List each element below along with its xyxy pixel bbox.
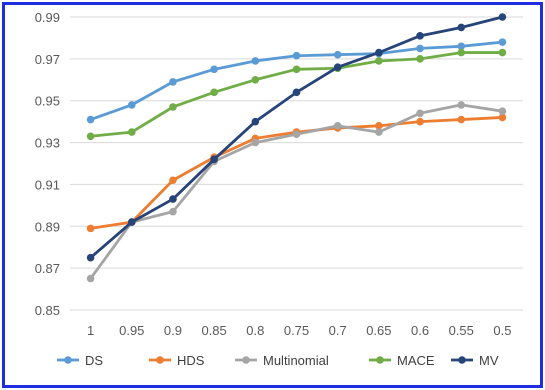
data-point bbox=[333, 122, 342, 130]
legend-label: MV bbox=[479, 353, 499, 368]
series-mace bbox=[86, 48, 507, 141]
x-tick-label: 0.6 bbox=[411, 323, 429, 338]
data-point bbox=[375, 48, 383, 57]
y-tick-label: 0.89 bbox=[35, 219, 60, 234]
legend-item-hds: HDS bbox=[149, 353, 205, 368]
legend-label: HDS bbox=[177, 353, 205, 368]
data-point bbox=[292, 88, 301, 97]
data-point bbox=[457, 48, 466, 57]
data-point bbox=[416, 117, 424, 126]
data-point bbox=[498, 13, 507, 21]
data-point bbox=[86, 224, 95, 233]
x-tick-label: 1 bbox=[87, 323, 94, 338]
y-tick-label: 0.93 bbox=[35, 136, 60, 151]
data-point bbox=[210, 88, 218, 97]
y-tick-label: 0.91 bbox=[35, 177, 60, 192]
data-point bbox=[416, 32, 424, 40]
data-point bbox=[169, 207, 177, 216]
data-point bbox=[169, 195, 177, 203]
series-mv bbox=[86, 13, 507, 262]
data-point bbox=[457, 42, 466, 51]
data-point bbox=[498, 48, 507, 57]
series-multinomial bbox=[86, 101, 507, 283]
data-point bbox=[127, 128, 136, 136]
line-chart: 0.850.870.890.910.930.950.970.99 1 0.95 0.… bbox=[35, 10, 523, 368]
legend-item-mace: MACE bbox=[369, 353, 435, 368]
legend-swatch-marker bbox=[156, 356, 164, 364]
x-tick-label: 0.9 bbox=[164, 323, 182, 338]
data-point bbox=[498, 113, 507, 122]
legend-label: Multinomial bbox=[263, 353, 329, 368]
data-point bbox=[169, 176, 177, 185]
x-tick-label: 0.8 bbox=[246, 323, 264, 338]
data-point bbox=[498, 38, 507, 46]
x-axis-tick-labels: 1 0.95 0.9 0.85 0.8 0.75 0.7 0.65 0.6 0.55 0.5 bbox=[87, 323, 511, 338]
legend-swatch-marker bbox=[376, 356, 384, 364]
x-tick-label: 0.85 bbox=[201, 323, 226, 338]
legend-item-multinomial: Multinomial bbox=[235, 353, 329, 368]
legend-swatch-marker bbox=[242, 356, 250, 364]
x-tick-label: 0.75 bbox=[284, 323, 309, 338]
data-point bbox=[375, 122, 383, 130]
data-point bbox=[333, 50, 342, 59]
data-point bbox=[169, 78, 177, 86]
gridlines bbox=[70, 16, 523, 311]
data-point bbox=[210, 65, 218, 74]
data-point bbox=[498, 107, 507, 115]
x-tick-label: 0.5 bbox=[493, 323, 511, 338]
data-point bbox=[457, 23, 466, 32]
data-point bbox=[86, 274, 95, 283]
legend-swatch-marker bbox=[458, 356, 466, 364]
legend-item-mv: MV bbox=[451, 353, 499, 368]
data-point bbox=[169, 103, 177, 111]
data-point bbox=[416, 44, 424, 53]
y-tick-label: 0.85 bbox=[35, 303, 60, 318]
x-tick-label: 0.65 bbox=[366, 323, 391, 338]
x-tick-label: 0.55 bbox=[449, 323, 474, 338]
legend-item-ds: DS bbox=[57, 353, 103, 368]
legend-label: DS bbox=[85, 353, 103, 368]
data-point bbox=[292, 130, 301, 138]
data-point bbox=[251, 75, 260, 84]
data-point bbox=[457, 101, 466, 109]
y-axis-tick-labels: 0.85 0.87 0.89 0.91 0.93 0.95 0.97 0.99 bbox=[35, 10, 60, 318]
y-tick-label: 0.87 bbox=[35, 261, 60, 276]
data-point bbox=[333, 63, 342, 72]
data-point bbox=[251, 57, 260, 65]
legend-label: MACE bbox=[397, 353, 435, 368]
x-tick-label: 0.95 bbox=[119, 323, 144, 338]
data-point bbox=[86, 115, 95, 124]
legend: DS HDS Multinomial MACE MV bbox=[57, 353, 499, 368]
series-lines bbox=[86, 13, 507, 283]
y-tick-label: 0.97 bbox=[35, 52, 60, 67]
y-tick-label: 0.99 bbox=[35, 10, 60, 25]
data-point bbox=[375, 128, 383, 136]
legend-swatch-marker bbox=[64, 356, 72, 364]
series-ds bbox=[86, 38, 507, 124]
data-point bbox=[127, 218, 136, 226]
data-point bbox=[457, 115, 466, 124]
data-point bbox=[86, 253, 95, 262]
data-point bbox=[251, 117, 260, 126]
data-point bbox=[375, 57, 383, 65]
data-point bbox=[251, 138, 260, 147]
data-point bbox=[292, 65, 301, 74]
data-point bbox=[416, 55, 424, 63]
x-tick-label: 0.7 bbox=[329, 323, 347, 338]
data-point bbox=[86, 132, 95, 141]
data-point bbox=[210, 155, 218, 164]
data-point bbox=[127, 101, 136, 109]
data-point bbox=[292, 51, 301, 60]
y-tick-label: 0.95 bbox=[35, 94, 60, 109]
data-point bbox=[416, 109, 424, 118]
